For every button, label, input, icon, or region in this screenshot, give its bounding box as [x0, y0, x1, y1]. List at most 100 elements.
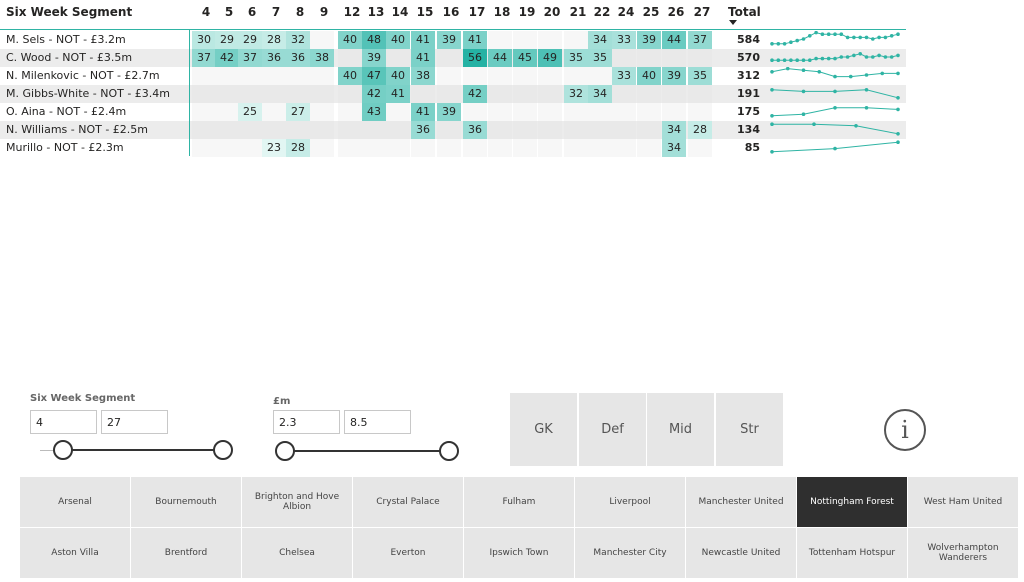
matrix-title: Six Week Segment [6, 5, 133, 19]
team-button[interactable]: Ipswich Town [464, 528, 574, 578]
sparkline-point [883, 35, 888, 40]
matrix-cell [262, 85, 286, 103]
price-max-input[interactable] [344, 410, 411, 434]
sort-desc-icon[interactable] [729, 20, 737, 25]
column-header[interactable]: 20 [543, 5, 561, 19]
column-header[interactable]: 25 [642, 5, 660, 19]
matrix-cell [488, 67, 512, 85]
sparkline-point [896, 140, 900, 144]
matrix-cell [238, 67, 262, 85]
matrix-cell [437, 139, 461, 157]
matrix-row[interactable]: M. Gibbs-White - NOT - £3.4m 42 41 42 32 34 19… [0, 85, 906, 103]
position-button-mid[interactable]: Mid [647, 393, 714, 466]
segment-max-handle[interactable] [213, 440, 233, 460]
matrix-row[interactable]: O. Aina - NOT - £2.4m 25 27 43 41 39 175 [0, 103, 906, 121]
team-button[interactable]: Crystal Palace [353, 477, 463, 527]
matrix-cell [262, 103, 286, 121]
matrix-cell: 36 [463, 121, 487, 139]
sparkline-point [808, 34, 812, 38]
team-button[interactable]: Liverpool [575, 477, 685, 527]
matrix-cell [688, 103, 712, 121]
sparkline-point [776, 42, 781, 46]
column-header[interactable]: 8 [295, 5, 305, 19]
column-header[interactable]: 14 [391, 5, 409, 19]
team-button[interactable]: Newcastle United [686, 528, 796, 578]
column-header[interactable]: 18 [493, 5, 511, 19]
row-total: 191 [737, 87, 760, 100]
team-button[interactable]: Manchester United [686, 477, 796, 527]
matrix-cell [637, 139, 661, 157]
matrix-cell [411, 139, 435, 157]
matrix-cell: 43 [362, 103, 386, 121]
column-header[interactable]: 7 [271, 5, 281, 19]
team-button[interactable]: Fulham [464, 477, 574, 527]
matrix-row[interactable]: C. Wood - NOT - £3.5m 37 42 37 36 36 38 39 41 56 4… [0, 49, 906, 67]
header-divider [0, 29, 906, 30]
matrix-cell: 40 [386, 67, 410, 85]
matrix-cell: 41 [411, 49, 435, 67]
matrix-row[interactable]: N. Williams - NOT - £2.5m 36 36 34 28 134 [0, 121, 906, 139]
column-header[interactable]: 22 [593, 5, 611, 19]
segment-max-input[interactable] [101, 410, 168, 434]
team-button[interactable]: Bournemouth [131, 477, 241, 527]
column-header[interactable]: 16 [442, 5, 460, 19]
price-max-handle[interactable] [439, 441, 459, 461]
column-header[interactable]: 27 [693, 5, 711, 19]
column-header[interactable]: 12 [343, 5, 361, 19]
matrix-cell [564, 31, 588, 49]
segment-min-handle[interactable] [53, 440, 73, 460]
segment-min-input[interactable] [30, 410, 97, 434]
matrix-cell [386, 103, 410, 121]
team-button[interactable]: Chelsea [242, 528, 352, 578]
team-button[interactable]: Aston Villa [20, 528, 130, 578]
total-header[interactable]: Total [728, 5, 761, 19]
matrix-row[interactable]: M. Sels - NOT - £3.2m 30 29 29 28 32 40 48 40 41 3… [0, 31, 906, 49]
matrix-cell: 40 [386, 31, 410, 49]
matrix-cell: 47 [362, 67, 386, 85]
team-button[interactable]: Manchester City [575, 528, 685, 578]
column-header[interactable]: 24 [617, 5, 635, 19]
sparkline-point [858, 52, 862, 56]
sparkline [770, 88, 900, 100]
matrix-row[interactable]: Murillo - NOT - £2.3m 23 28 34 85 [0, 139, 906, 157]
price-min-input[interactable] [273, 410, 340, 434]
column-header[interactable]: 15 [416, 5, 434, 19]
column-header[interactable]: 6 [247, 5, 257, 19]
price-min-handle[interactable] [275, 441, 295, 461]
player-label: N. Milenkovic - NOT - £2.7m [6, 69, 160, 82]
matrix-cell [215, 139, 239, 157]
sparkline-point [820, 56, 825, 61]
column-header[interactable]: 13 [367, 5, 385, 19]
column-header[interactable]: 5 [224, 5, 234, 19]
segment-matrix: Six Week Segment 4 5 6 7 8 9 12 13 14 15 16 17 18 19 2… [0, 0, 910, 160]
team-button[interactable]: Brentford [131, 528, 241, 578]
team-button[interactable]: Nottingham Forest [797, 477, 907, 527]
matrix-cell: 44 [662, 31, 686, 49]
column-header[interactable]: 26 [667, 5, 685, 19]
position-button-def[interactable]: Def [579, 393, 646, 466]
team-button[interactable]: Brighton and Hove Albion [242, 477, 352, 527]
team-button[interactable]: Tottenham Hotspur [797, 528, 907, 578]
team-button[interactable]: Everton [353, 528, 463, 578]
sparkline-point [770, 58, 774, 62]
team-button[interactable]: Wolverhampton Wanderers [908, 528, 1018, 578]
column-header[interactable]: 9 [319, 5, 329, 19]
segment-slider-track-left [40, 450, 54, 451]
matrix-cell [310, 103, 334, 121]
matrix-cell: 27 [286, 103, 310, 121]
matrix-cell [513, 103, 537, 121]
position-button-str[interactable]: Str [716, 393, 783, 466]
position-button-gk[interactable]: GK [510, 393, 577, 466]
column-header[interactable]: 21 [569, 5, 587, 19]
row-total: 85 [744, 141, 760, 154]
info-icon[interactable]: i [884, 409, 926, 451]
column-header[interactable]: 19 [518, 5, 536, 19]
sparkline-point [801, 89, 806, 94]
column-header[interactable]: 4 [201, 5, 211, 19]
team-button[interactable]: West Ham United [908, 477, 1018, 527]
matrix-row[interactable]: N. Milenkovic - NOT - £2.7m 40 47 40 38 33 40 3… [0, 67, 906, 85]
team-button[interactable]: Arsenal [20, 477, 130, 527]
matrix-cell: 28 [262, 31, 286, 49]
column-header[interactable]: 17 [468, 5, 486, 19]
sparkline-point [785, 67, 790, 71]
